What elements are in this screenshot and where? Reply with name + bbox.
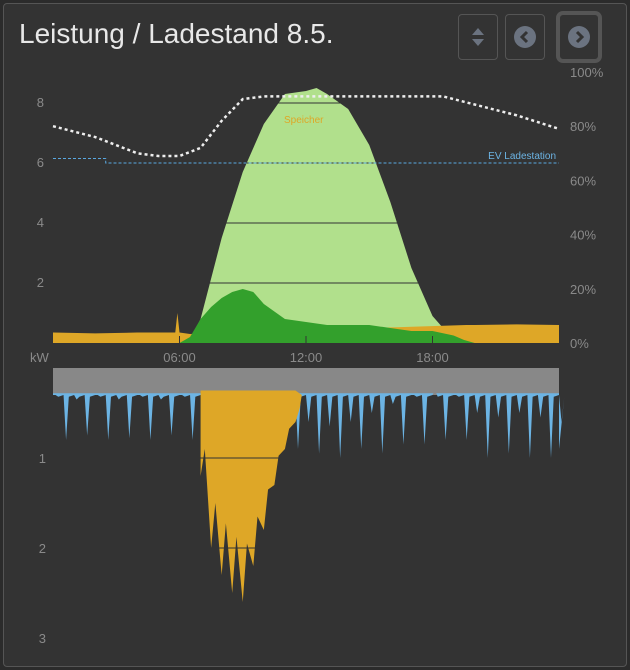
x-tick-label: 06:00 bbox=[163, 350, 196, 365]
y-tick-label: 2 bbox=[39, 541, 46, 556]
x-tick-label: 18:00 bbox=[416, 350, 449, 365]
y-tick-label: 4 bbox=[37, 215, 44, 230]
y-tick-label: 6 bbox=[37, 155, 44, 170]
y2-tick-label: 60% bbox=[570, 173, 596, 188]
y2-tick-label: 0% bbox=[570, 336, 589, 351]
y2-tick-label: 100% bbox=[570, 65, 604, 80]
prev-button[interactable] bbox=[505, 14, 545, 60]
chevron-left-icon bbox=[514, 26, 536, 48]
page-title: Leistung / Ladestand 8.5. bbox=[19, 18, 334, 49]
battery-area bbox=[200, 390, 302, 602]
y-tick-label: 1 bbox=[39, 451, 46, 466]
ev-line bbox=[53, 158, 559, 164]
consumption-chart: 1 2 3 bbox=[39, 368, 565, 646]
sort-icon bbox=[472, 28, 484, 46]
toggle-button[interactable] bbox=[458, 14, 498, 60]
x-tick-label: 12:00 bbox=[290, 350, 323, 365]
y2-tick-label: 40% bbox=[570, 228, 596, 243]
self-consumption-area bbox=[53, 289, 559, 343]
y2-tick-label: 80% bbox=[570, 119, 596, 134]
base-area bbox=[53, 368, 559, 394]
speicher-label: Speicher bbox=[284, 115, 324, 126]
y2-tick-label: 20% bbox=[570, 282, 596, 297]
soc-line bbox=[52, 95, 560, 158]
chevron-right-icon bbox=[568, 26, 590, 48]
y-tick-label: 3 bbox=[39, 631, 46, 646]
y-tick-label: 8 bbox=[37, 95, 44, 110]
y-tick-label: 2 bbox=[37, 275, 44, 290]
pv-area bbox=[53, 88, 559, 343]
chart-bg bbox=[53, 395, 559, 476]
y-axis-unit: kW bbox=[30, 350, 50, 365]
ev-label: EV Ladestation bbox=[488, 151, 556, 162]
next-button[interactable] bbox=[559, 14, 599, 60]
